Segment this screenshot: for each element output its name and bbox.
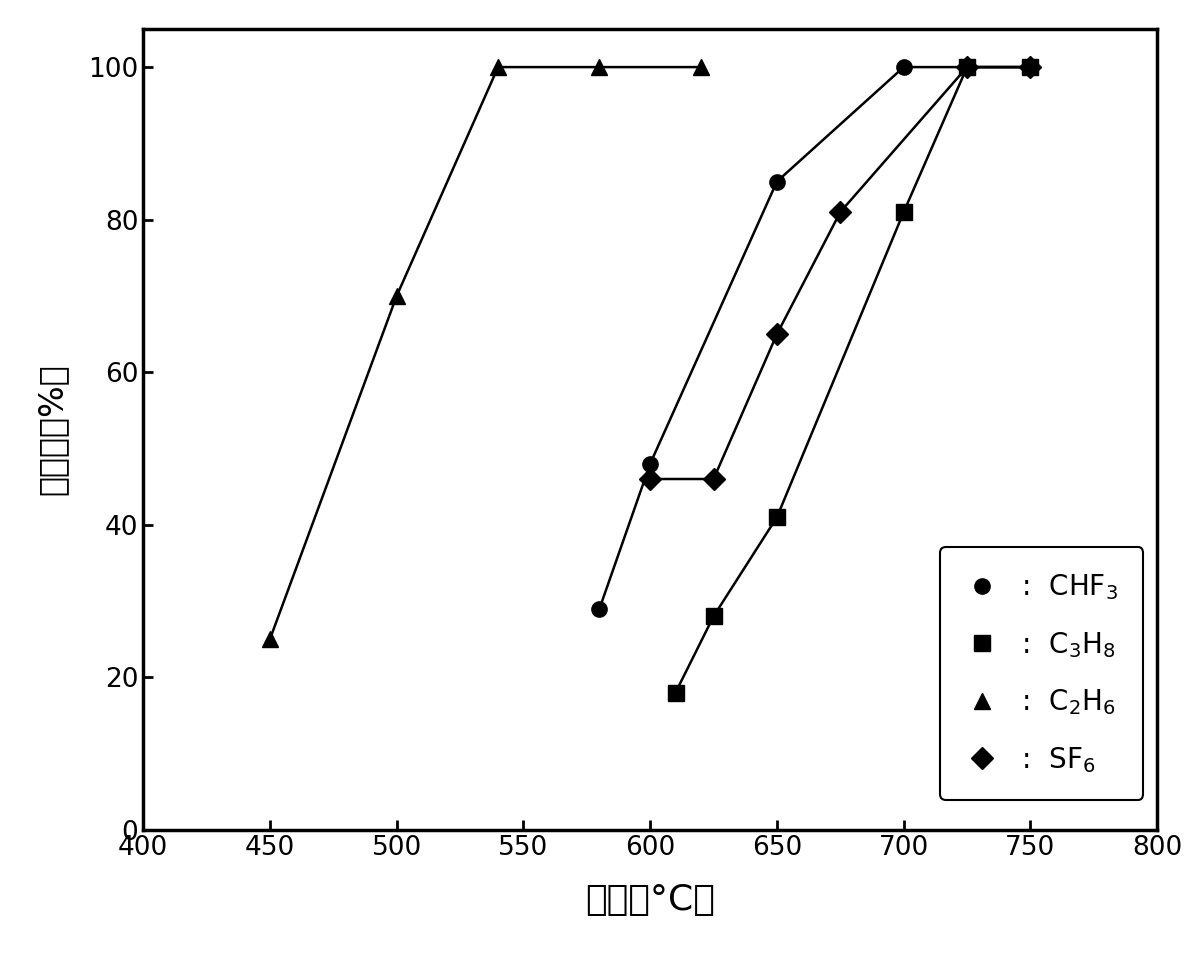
Y-axis label: 转化率（%）: 转化率（%） xyxy=(36,364,69,495)
X-axis label: 温度（°C）: 温度（°C） xyxy=(586,883,715,917)
Legend:   :  CHF$_3$,   :  C$_3$H$_8$,   :  C$_2$H$_6$,   :  SF$_6$: : CHF$_3$, : C$_3$H$_8$, : C$_2$H$_6$, :… xyxy=(940,547,1143,800)
